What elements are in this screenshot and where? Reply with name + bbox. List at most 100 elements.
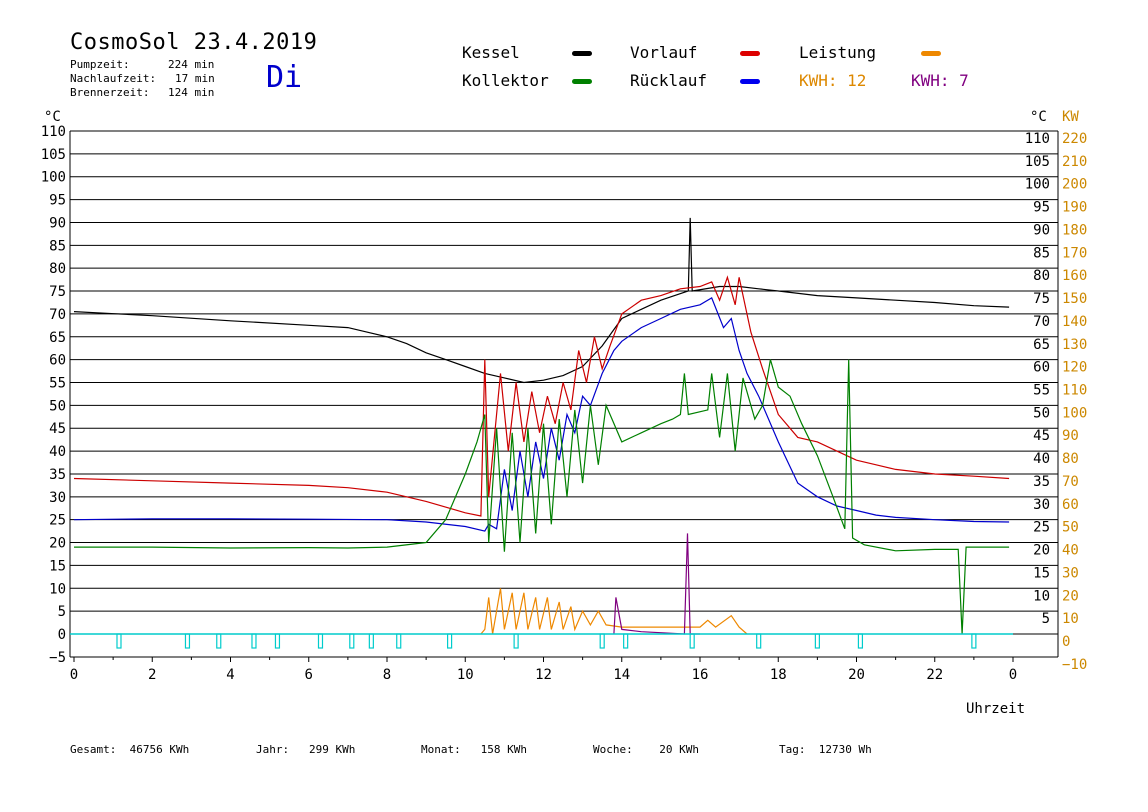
pump-label: Pumpzeit:	[70, 58, 130, 71]
footer-jahr: Jahr: 299 KWh	[256, 743, 356, 756]
y-tick-right-celsius: 90	[1033, 222, 1050, 238]
y-tick-left: 80	[49, 261, 66, 277]
series-line-kollektor	[74, 359, 1010, 635]
y-tick-right-celsius: 60	[1033, 360, 1050, 376]
y-tick-left: 85	[49, 238, 66, 254]
y-tick-right-kw: 170	[1062, 245, 1087, 261]
y-tick-right-kw: 0	[1062, 634, 1070, 650]
y-tick-right-kw: 100	[1062, 405, 1087, 421]
y-tick-right-celsius: 45	[1033, 428, 1050, 444]
legend-ruecklauf: Rücklauf	[630, 71, 708, 90]
y-tick-right-celsius: 85	[1033, 245, 1050, 261]
x-tick-label: 16	[692, 667, 709, 683]
legend-kollektor: Kollektor	[462, 71, 549, 90]
series-line-leistung	[480, 588, 748, 635]
y-tick-right-kw: 80	[1062, 451, 1079, 467]
y-tick-right-kw: 60	[1062, 497, 1079, 513]
x-tick-label: 10	[457, 667, 474, 683]
footer-monat: Monat: 158 KWh	[421, 743, 527, 756]
y-tick-left: 30	[49, 490, 66, 506]
y-tick-right-celsius: 80	[1033, 268, 1050, 284]
y-tick-left: 40	[49, 444, 66, 460]
series-line-purple	[613, 533, 700, 635]
y-tick-right-kw: −10	[1062, 657, 1087, 673]
pump-marker	[857, 633, 864, 649]
legend-kessel-swatch	[572, 51, 592, 56]
y-tick-left: 55	[49, 376, 66, 392]
y-tick-left: 20	[49, 536, 66, 552]
legend-kwh-orange: KWH: 12	[799, 71, 867, 90]
y-tick-left: 90	[49, 215, 66, 231]
series-line-vorlauf	[73, 275, 1010, 517]
legend-leistung: Leistung	[799, 43, 877, 62]
x-tick-label: 22	[926, 667, 943, 683]
y-tick-right-kw: 150	[1062, 291, 1087, 307]
legend-kessel: Kessel	[462, 43, 520, 62]
x-tick-label: 8	[383, 667, 391, 683]
y-tick-left: 25	[49, 513, 66, 529]
y-tick-right-kw: 120	[1062, 360, 1087, 376]
y-tick-left: 15	[49, 558, 66, 574]
pump-value: 224 min	[168, 58, 215, 71]
y-tick-right-celsius: 65	[1033, 337, 1050, 353]
axis-labels: °C °C KW1101051009590858075706560555045403…	[41, 109, 1088, 683]
y-tick-right-kw: 200	[1062, 177, 1087, 193]
grid-lines	[69, 130, 1059, 662]
y-tick-right-kw: 140	[1062, 314, 1087, 330]
y-unit-right-kw: KW	[1062, 109, 1079, 125]
x-tick-label: 0	[1009, 667, 1017, 683]
y-tick-left: 60	[49, 353, 66, 369]
pump-marker	[116, 633, 122, 649]
y-tick-left: 5	[58, 604, 66, 620]
y-tick-left: 75	[49, 284, 66, 300]
y-tick-right-kw: 50	[1062, 520, 1079, 536]
x-tick-label: 12	[535, 667, 552, 683]
y-tick-left: 50	[49, 398, 66, 414]
y-tick-right-kw: 40	[1062, 543, 1079, 559]
y-tick-right-kw: 20	[1062, 588, 1079, 604]
footer-gesamt: Gesamt: 46756 KWh	[70, 743, 190, 756]
y-tick-right-celsius: 30	[1033, 497, 1050, 513]
y-tick-right-celsius: 15	[1033, 565, 1050, 581]
y-unit-left: °C	[44, 109, 61, 125]
pump-marker	[349, 633, 355, 649]
pump-marker	[317, 633, 324, 649]
pump-marker	[756, 633, 762, 649]
pump-marker	[689, 633, 695, 649]
y-tick-left: −5	[49, 650, 66, 666]
pump-marker	[216, 633, 222, 649]
x-tick-label: 6	[305, 667, 313, 683]
y-tick-right-celsius: 5	[1042, 611, 1050, 627]
y-tick-right-kw: 90	[1062, 428, 1079, 444]
data-series	[70, 217, 1013, 649]
footer-woche: Woche: 20 KWh	[593, 743, 699, 756]
x-axis-label: Uhrzeit	[966, 701, 1026, 717]
y-tick-right-celsius: 40	[1033, 451, 1050, 467]
y-tick-left: 35	[49, 467, 66, 483]
nachlauf-value: 17 min	[175, 72, 215, 85]
y-tick-left: 95	[49, 193, 66, 209]
y-unit-right-celsius: °C	[1030, 109, 1047, 125]
legend-ruecklauf-swatch	[740, 79, 760, 84]
y-tick-right-kw: 220	[1062, 131, 1087, 147]
y-tick-right-kw: 10	[1062, 611, 1079, 627]
pump-marker	[599, 633, 605, 649]
y-tick-right-celsius: 70	[1033, 314, 1050, 330]
temperature-chart: °C °C KW1101051009590858075706560555045403…	[41, 109, 1088, 683]
legend-kwh-purple: KWH: 7	[911, 71, 969, 90]
y-tick-left: 105	[41, 147, 66, 163]
legend-vorlauf: Vorlauf	[630, 43, 698, 62]
y-tick-right-kw: 130	[1062, 337, 1087, 353]
y-tick-right-celsius: 55	[1033, 383, 1050, 399]
y-tick-right-celsius: 95	[1033, 200, 1050, 216]
x-tick-label: 14	[613, 667, 630, 683]
y-tick-right-kw: 110	[1062, 383, 1087, 399]
y-tick-left: 100	[41, 170, 66, 186]
pump-marker	[184, 633, 191, 649]
pump-marker	[251, 633, 257, 649]
x-tick-label: 20	[848, 667, 865, 683]
pump-marker	[513, 633, 519, 649]
y-tick-left: 10	[49, 581, 66, 597]
chart-title: CosmoSol 23.4.2019	[70, 30, 318, 55]
y-tick-right-kw: 190	[1062, 200, 1087, 216]
